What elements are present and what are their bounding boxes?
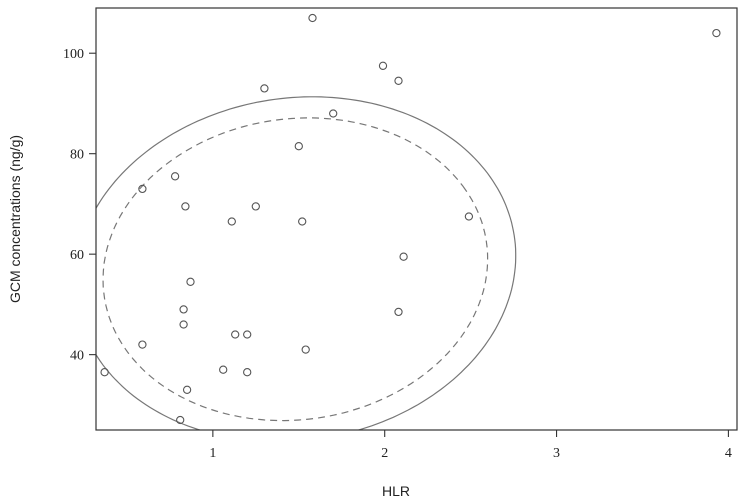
data-point — [219, 365, 228, 374]
solid-ellipse — [96, 96, 517, 430]
data-point — [294, 142, 303, 151]
y-axis-title: GCM concentrations (ng/g) — [7, 135, 23, 303]
data-point — [464, 212, 474, 221]
x-axis-title: HLR — [382, 483, 410, 499]
data-point — [186, 277, 195, 286]
y-tick-label: 60 — [70, 248, 84, 263]
data-points — [100, 13, 721, 425]
data-point — [399, 252, 408, 261]
data-point — [378, 61, 388, 70]
x-axis: 1 2 3 4 — [209, 430, 732, 461]
data-point — [394, 307, 403, 317]
plot-frame — [95, 7, 738, 431]
data-point — [298, 217, 307, 226]
data-point — [301, 345, 310, 354]
y-tick-label: 40 — [70, 349, 84, 364]
data-point — [179, 305, 188, 314]
x-tick-label: 4 — [725, 446, 732, 461]
data-point — [251, 202, 260, 211]
data-point — [394, 76, 403, 85]
x-tick-label: 1 — [209, 446, 216, 461]
data-point — [329, 109, 338, 118]
data-point — [100, 368, 109, 377]
data-point — [176, 415, 185, 425]
data-point — [138, 340, 147, 349]
data-point — [227, 217, 236, 226]
data-point — [260, 84, 269, 93]
data-point — [231, 330, 240, 339]
data-point — [181, 202, 190, 211]
data-point — [170, 172, 180, 181]
confidence-ellipses — [96, 96, 517, 430]
dashed-ellipse — [102, 117, 489, 422]
x-tick-label: 2 — [381, 446, 388, 461]
data-point — [712, 28, 721, 38]
y-tick-label: 80 — [70, 148, 84, 163]
data-point — [179, 320, 188, 329]
data-point — [138, 184, 147, 194]
x-tick-label: 3 — [553, 446, 560, 461]
data-point — [243, 368, 252, 377]
data-point — [308, 13, 317, 23]
data-point — [243, 330, 252, 339]
data-point — [182, 385, 192, 394]
y-axis: 40 60 80 100 — [63, 47, 96, 364]
y-tick-label: 100 — [63, 47, 84, 62]
